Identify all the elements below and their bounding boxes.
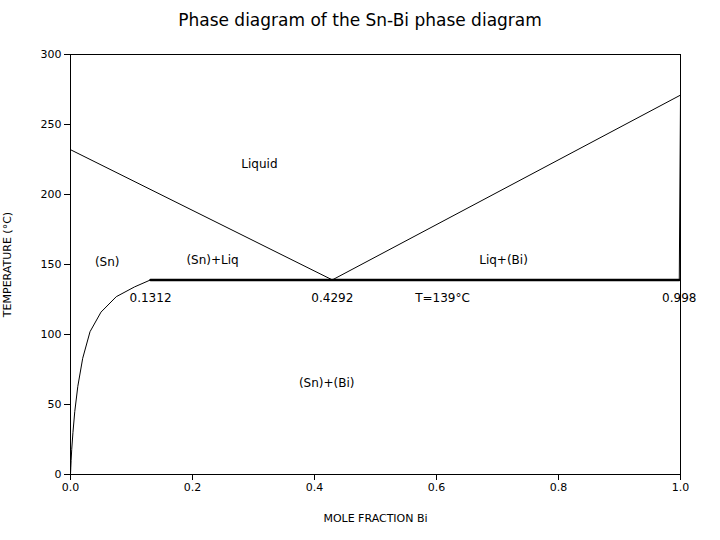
svg-text:100: 100: [41, 328, 62, 341]
svg-text:(Sn)+Liq: (Sn)+Liq: [186, 253, 238, 267]
svg-text:(Sn): (Sn): [95, 255, 120, 269]
svg-text:Liq+(Bi): Liq+(Bi): [479, 253, 528, 267]
svg-text:Liquid: Liquid: [241, 157, 277, 171]
svg-text:0.8: 0.8: [550, 481, 568, 494]
svg-text:TEMPERATURE (°C): TEMPERATURE (°C): [1, 212, 14, 318]
svg-text:0.6: 0.6: [428, 481, 446, 494]
svg-text:0.998: 0.998: [662, 291, 696, 305]
svg-text:0.4292: 0.4292: [311, 291, 353, 305]
svg-text:50: 50: [48, 398, 62, 411]
svg-text:0: 0: [55, 468, 62, 481]
html-text:Phase diagram of the Sn-Bi pha: Phase diagram of the Sn-Bi phase diagram: [178, 10, 542, 30]
svg-text:0.0: 0.0: [62, 481, 80, 494]
svg-text:300: 300: [41, 48, 62, 61]
svg-text:0.4: 0.4: [306, 481, 324, 494]
svg-text:0.2: 0.2: [184, 481, 202, 494]
svg-text:150: 150: [41, 258, 62, 271]
svg-text:MOLE FRACTION Bi: MOLE FRACTION Bi: [323, 512, 427, 525]
svg-text:200: 200: [41, 188, 62, 201]
svg-text:1.0: 1.0: [672, 481, 690, 494]
svg-text:(Sn)+(Bi): (Sn)+(Bi): [299, 376, 355, 390]
svg-text:T=139°C: T=139°C: [414, 291, 470, 305]
svg-text:0.1312: 0.1312: [130, 291, 172, 305]
svg-text:250: 250: [41, 118, 62, 131]
